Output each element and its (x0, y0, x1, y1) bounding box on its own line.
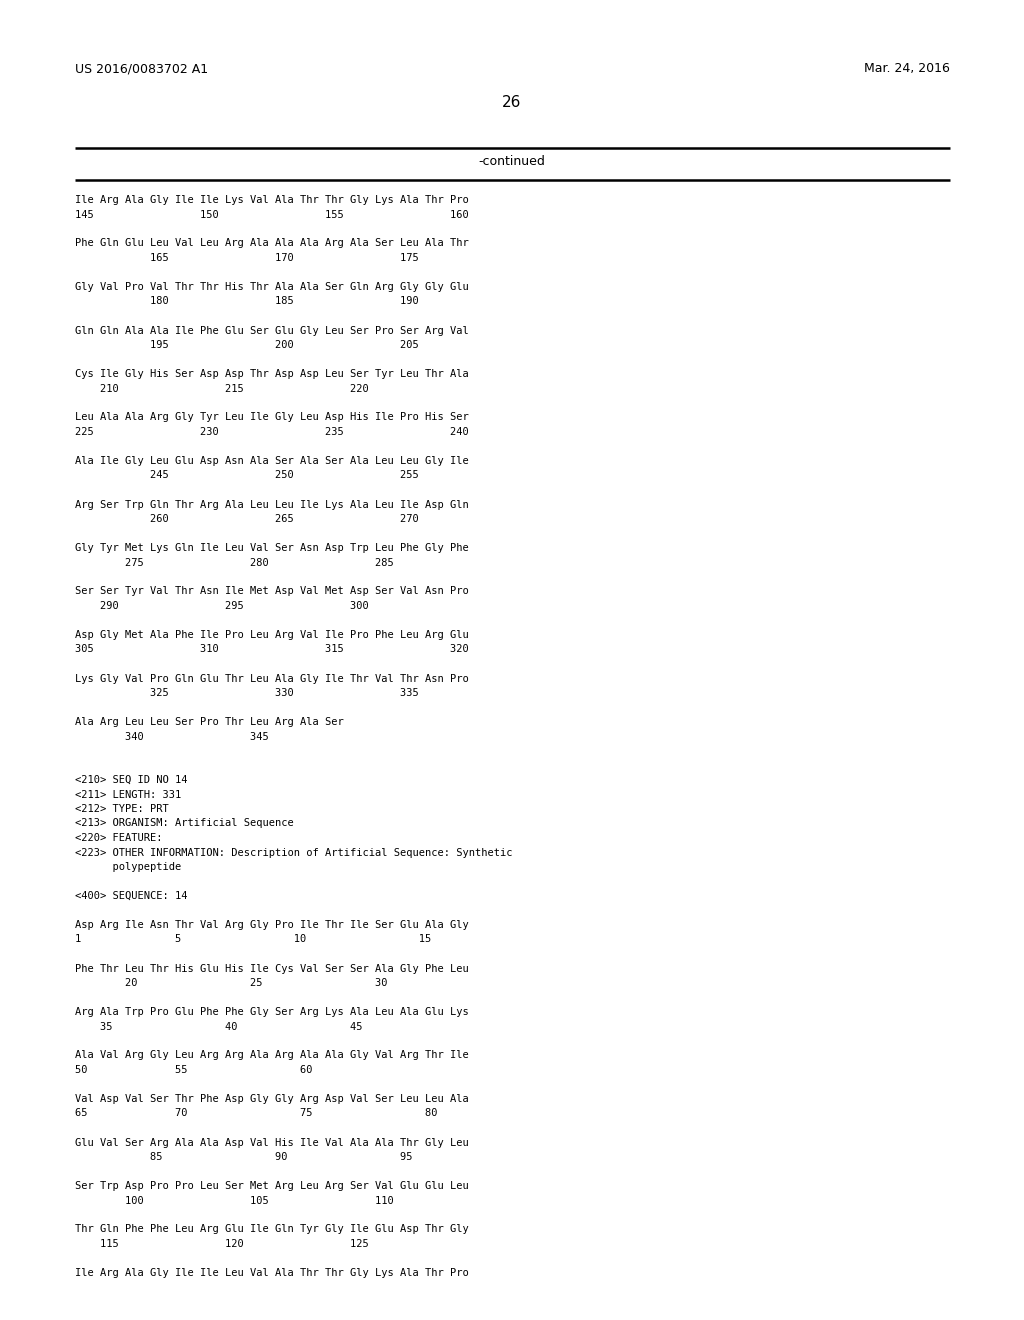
Text: 145                 150                 155                 160: 145 150 155 160 (75, 210, 469, 219)
Text: US 2016/0083702 A1: US 2016/0083702 A1 (75, 62, 208, 75)
Text: -continued: -continued (478, 154, 546, 168)
Text: Ile Arg Ala Gly Ile Ile Leu Val Ala Thr Thr Gly Lys Ala Thr Pro: Ile Arg Ala Gly Ile Ile Leu Val Ala Thr … (75, 1269, 469, 1278)
Text: <220> FEATURE:: <220> FEATURE: (75, 833, 163, 843)
Text: 115                 120                 125: 115 120 125 (75, 1239, 369, 1249)
Text: Arg Ser Trp Gln Thr Arg Ala Leu Leu Ile Lys Ala Leu Ile Asp Gln: Arg Ser Trp Gln Thr Arg Ala Leu Leu Ile … (75, 499, 469, 510)
Text: 195                 200                 205: 195 200 205 (75, 341, 419, 350)
Text: Thr Gln Phe Phe Leu Arg Glu Ile Gln Tyr Gly Ile Glu Asp Thr Gly: Thr Gln Phe Phe Leu Arg Glu Ile Gln Tyr … (75, 1225, 469, 1234)
Text: 340                 345: 340 345 (75, 731, 268, 742)
Text: 245                 250                 255: 245 250 255 (75, 470, 419, 480)
Text: 65              70                  75                  80: 65 70 75 80 (75, 1109, 437, 1118)
Text: 180                 185                 190: 180 185 190 (75, 297, 419, 306)
Text: 225                 230                 235                 240: 225 230 235 240 (75, 426, 469, 437)
Text: <213> ORGANISM: Artificial Sequence: <213> ORGANISM: Artificial Sequence (75, 818, 294, 829)
Text: Ile Arg Ala Gly Ile Ile Lys Val Ala Thr Thr Gly Lys Ala Thr Pro: Ile Arg Ala Gly Ile Ile Lys Val Ala Thr … (75, 195, 469, 205)
Text: 325                 330                 335: 325 330 335 (75, 688, 419, 698)
Text: <210> SEQ ID NO 14: <210> SEQ ID NO 14 (75, 775, 187, 785)
Text: <212> TYPE: PRT: <212> TYPE: PRT (75, 804, 169, 814)
Text: Ala Ile Gly Leu Glu Asp Asn Ala Ser Ala Ser Ala Leu Leu Gly Ile: Ala Ile Gly Leu Glu Asp Asn Ala Ser Ala … (75, 455, 469, 466)
Text: <211> LENGTH: 331: <211> LENGTH: 331 (75, 789, 181, 800)
Text: 290                 295                 300: 290 295 300 (75, 601, 369, 611)
Text: Cys Ile Gly His Ser Asp Asp Thr Asp Asp Leu Ser Tyr Leu Thr Ala: Cys Ile Gly His Ser Asp Asp Thr Asp Asp … (75, 370, 469, 379)
Text: Asp Arg Ile Asn Thr Val Arg Gly Pro Ile Thr Ile Ser Glu Ala Gly: Asp Arg Ile Asn Thr Val Arg Gly Pro Ile … (75, 920, 469, 931)
Text: polypeptide: polypeptide (75, 862, 181, 873)
Text: 20                  25                  30: 20 25 30 (75, 978, 387, 987)
Text: 1               5                  10                  15: 1 5 10 15 (75, 935, 431, 945)
Text: Glu Val Ser Arg Ala Ala Asp Val His Ile Val Ala Ala Thr Gly Leu: Glu Val Ser Arg Ala Ala Asp Val His Ile … (75, 1138, 469, 1147)
Text: Leu Ala Ala Arg Gly Tyr Leu Ile Gly Leu Asp His Ile Pro His Ser: Leu Ala Ala Arg Gly Tyr Leu Ile Gly Leu … (75, 412, 469, 422)
Text: Val Asp Val Ser Thr Phe Asp Gly Gly Arg Asp Val Ser Leu Leu Ala: Val Asp Val Ser Thr Phe Asp Gly Gly Arg … (75, 1094, 469, 1104)
Text: <400> SEQUENCE: 14: <400> SEQUENCE: 14 (75, 891, 187, 902)
Text: Ala Arg Leu Leu Ser Pro Thr Leu Arg Ala Ser: Ala Arg Leu Leu Ser Pro Thr Leu Arg Ala … (75, 717, 344, 727)
Text: 50              55                  60: 50 55 60 (75, 1065, 312, 1074)
Text: Mar. 24, 2016: Mar. 24, 2016 (864, 62, 950, 75)
Text: 26: 26 (503, 95, 521, 110)
Text: 100                 105                 110: 100 105 110 (75, 1196, 394, 1205)
Text: Ser Trp Asp Pro Pro Leu Ser Met Arg Leu Arg Ser Val Glu Glu Leu: Ser Trp Asp Pro Pro Leu Ser Met Arg Leu … (75, 1181, 469, 1191)
Text: 85                  90                  95: 85 90 95 (75, 1152, 413, 1162)
Text: 305                 310                 315                 320: 305 310 315 320 (75, 644, 469, 655)
Text: 35                  40                  45: 35 40 45 (75, 1022, 362, 1031)
Text: 210                 215                 220: 210 215 220 (75, 384, 369, 393)
Text: Arg Ala Trp Pro Glu Phe Phe Gly Ser Arg Lys Ala Leu Ala Glu Lys: Arg Ala Trp Pro Glu Phe Phe Gly Ser Arg … (75, 1007, 469, 1016)
Text: 275                 280                 285: 275 280 285 (75, 557, 394, 568)
Text: Gly Val Pro Val Thr Thr His Thr Ala Ala Ser Gln Arg Gly Gly Glu: Gly Val Pro Val Thr Thr His Thr Ala Ala … (75, 282, 469, 292)
Text: Ser Ser Tyr Val Thr Asn Ile Met Asp Val Met Asp Ser Val Asn Pro: Ser Ser Tyr Val Thr Asn Ile Met Asp Val … (75, 586, 469, 597)
Text: Gln Gln Ala Ala Ile Phe Glu Ser Glu Gly Leu Ser Pro Ser Arg Val: Gln Gln Ala Ala Ile Phe Glu Ser Glu Gly … (75, 326, 469, 335)
Text: 260                 265                 270: 260 265 270 (75, 513, 419, 524)
Text: Phe Thr Leu Thr His Glu His Ile Cys Val Ser Ser Ala Gly Phe Leu: Phe Thr Leu Thr His Glu His Ile Cys Val … (75, 964, 469, 974)
Text: <223> OTHER INFORMATION: Description of Artificial Sequence: Synthetic: <223> OTHER INFORMATION: Description of … (75, 847, 512, 858)
Text: 165                 170                 175: 165 170 175 (75, 253, 419, 263)
Text: Asp Gly Met Ala Phe Ile Pro Leu Arg Val Ile Pro Phe Leu Arg Glu: Asp Gly Met Ala Phe Ile Pro Leu Arg Val … (75, 630, 469, 640)
Text: Phe Gln Glu Leu Val Leu Arg Ala Ala Ala Arg Ala Ser Leu Ala Thr: Phe Gln Glu Leu Val Leu Arg Ala Ala Ala … (75, 239, 469, 248)
Text: Lys Gly Val Pro Gln Glu Thr Leu Ala Gly Ile Thr Val Thr Asn Pro: Lys Gly Val Pro Gln Glu Thr Leu Ala Gly … (75, 673, 469, 684)
Text: Ala Val Arg Gly Leu Arg Arg Ala Arg Ala Ala Gly Val Arg Thr Ile: Ala Val Arg Gly Leu Arg Arg Ala Arg Ala … (75, 1051, 469, 1060)
Text: Gly Tyr Met Lys Gln Ile Leu Val Ser Asn Asp Trp Leu Phe Gly Phe: Gly Tyr Met Lys Gln Ile Leu Val Ser Asn … (75, 543, 469, 553)
